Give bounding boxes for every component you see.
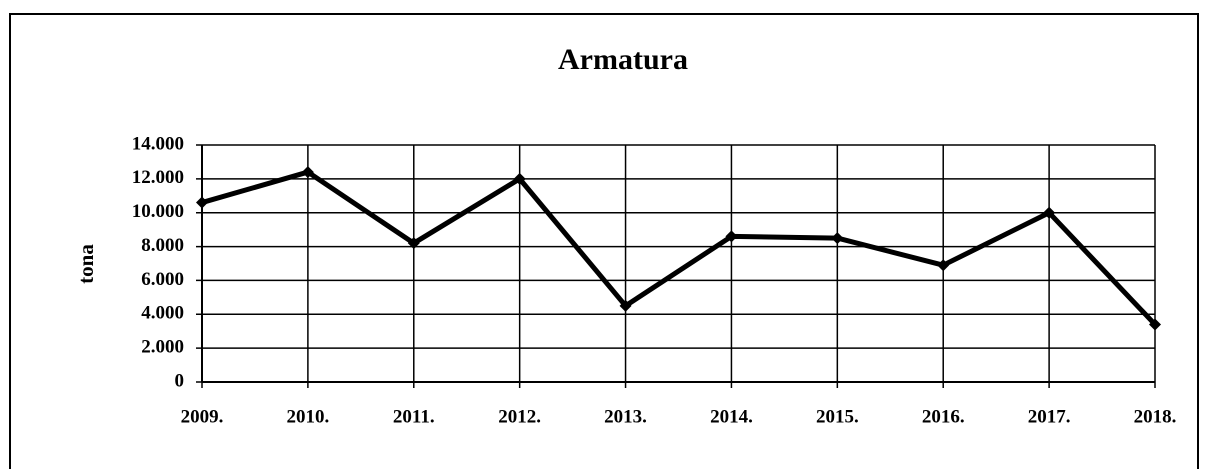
x-tick-label: 2014. (710, 406, 753, 427)
marker (1149, 318, 1161, 331)
y-tick-label: 4.000 (141, 303, 184, 324)
x-tick-label: 2009. (181, 406, 224, 427)
y-tick-label: 12.000 (132, 167, 184, 188)
marker (1043, 206, 1056, 219)
y-tick-label: 14.000 (132, 133, 184, 154)
y-tick-label: 2.000 (141, 337, 184, 358)
x-tick-label: 2015. (816, 406, 859, 427)
x-tick-label: 2012. (498, 406, 541, 427)
y-tick-label: 10.000 (132, 201, 184, 222)
marker (937, 259, 950, 272)
y-axis-label: tona (74, 244, 98, 284)
x-tick-label: 2018. (1134, 406, 1177, 427)
frame (9, 13, 1199, 469)
x-tick-label: 2017. (1028, 406, 1071, 427)
x-tick-label: 2010. (287, 406, 330, 427)
marker (196, 196, 208, 209)
marker (407, 237, 420, 250)
marker (301, 166, 314, 179)
x-tick-label: 2011. (393, 406, 435, 427)
marker (725, 230, 738, 243)
marker (619, 299, 632, 312)
y-tick-label: 0 (175, 370, 185, 391)
x-tick-label: 2013. (604, 406, 647, 427)
line (201, 169, 1157, 327)
marker (513, 172, 526, 185)
x-tick-label: 2016. (922, 406, 965, 427)
y-tick-label: 8.000 (141, 235, 184, 256)
marker (831, 232, 844, 245)
chart-title: Armatura (558, 43, 688, 76)
y-tick-label: 6.000 (141, 269, 184, 290)
